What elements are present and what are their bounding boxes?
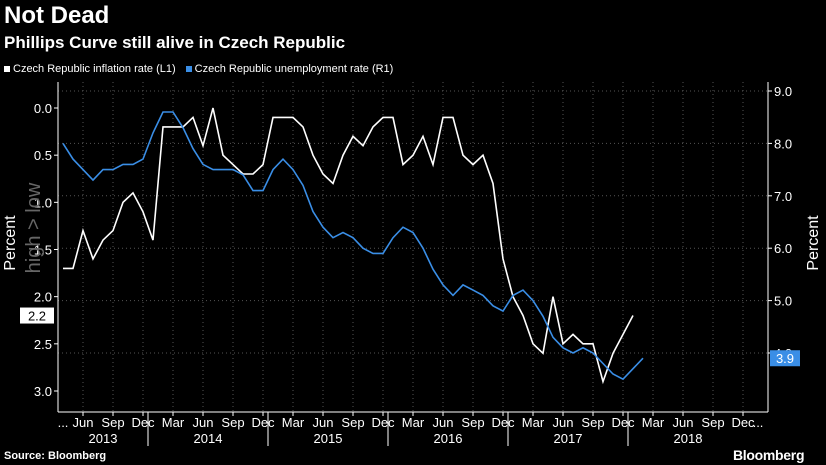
year-label: 2014	[194, 431, 223, 446]
left-axis-title: Percent	[2, 215, 19, 271]
legend: Czech Republic inflation rate (L1) Czech…	[4, 63, 393, 75]
x-tick-label: Jun	[673, 415, 694, 430]
inflation-last-value: 2.2	[28, 309, 46, 324]
left-tick-label: 3.0	[34, 384, 52, 399]
x-tick-label: Jun	[433, 415, 454, 430]
legend-swatch-inflation	[4, 66, 10, 72]
year-label: 2016	[434, 431, 463, 446]
inverted-axis-note: high > low	[23, 182, 45, 273]
inflation-line	[63, 107, 634, 385]
unemployment-last-value: 3.9	[776, 351, 794, 366]
right-tick-label: 8.0	[774, 136, 792, 151]
unemployment-last-value-bg	[770, 350, 800, 367]
x-tick-label: Mar	[642, 415, 665, 430]
x-tick-label: ...	[58, 415, 69, 430]
left-tick-label: 0.5	[34, 148, 52, 163]
source-note: Source: Bloomberg	[4, 450, 107, 462]
x-tick-label: Dec	[131, 415, 155, 430]
bloomberg-logo: Bloomberg	[733, 447, 805, 463]
legend-swatch-unemployment	[185, 66, 192, 72]
left-tick-label: 1.5	[34, 243, 52, 258]
x-tick-label: Sep	[701, 415, 724, 430]
chart-subtitle: Phillips Curve still alive in Czech Repu…	[4, 33, 346, 52]
x-tick-label: Mar	[282, 415, 305, 430]
x-tick-label: Jun	[553, 415, 574, 430]
x-tick-label: Dec	[611, 415, 635, 430]
year-label: 2018	[674, 431, 703, 446]
legend-label-inflation: Czech Republic inflation rate (L1)	[13, 63, 176, 75]
x-tick-label: Mar	[522, 415, 545, 430]
x-tick-label: Jun	[73, 415, 94, 430]
right-tick-label: 9.0	[774, 84, 792, 99]
unemployment-line	[62, 111, 644, 381]
x-tick-label: Dec	[731, 415, 755, 430]
inflation-last-value-bg	[20, 307, 54, 324]
legend-item-inflation: Czech Republic inflation rate (L1)	[4, 63, 176, 75]
right-tick-label: 6.0	[774, 241, 792, 256]
right-tick-label: 5.0	[774, 294, 792, 309]
year-label: 2013	[89, 431, 118, 446]
x-tick-label: Sep	[341, 415, 364, 430]
x-tick-label: Dec	[371, 415, 395, 430]
left-tick-label: 2.0	[34, 290, 52, 305]
right-tick-label: 7.0	[774, 189, 792, 204]
x-tick-label: Sep	[221, 415, 244, 430]
x-tick-label: Sep	[581, 415, 604, 430]
left-tick-label: 0.0	[34, 101, 52, 116]
x-tick-label: Dec	[491, 415, 515, 430]
year-label: 2015	[314, 431, 343, 446]
legend-item-unemployment: Czech Republic unemployment rate (R1)	[185, 63, 394, 75]
x-tick-label: Mar	[162, 415, 185, 430]
chart-title: Not Dead	[4, 2, 110, 29]
x-tick-label: ...	[753, 415, 764, 430]
year-label: 2017	[554, 431, 583, 446]
x-tick-label: Jun	[313, 415, 334, 430]
left-tick-label: 2.5	[34, 337, 52, 352]
x-tick-label: Mar	[402, 415, 425, 430]
x-tick-label: Jun	[193, 415, 214, 430]
right-axis-title: Percent	[805, 215, 822, 271]
legend-label-unemployment: Czech Republic unemployment rate (R1)	[194, 63, 394, 75]
left-tick-label: 1.0	[34, 195, 52, 210]
x-tick-label: Dec	[251, 415, 275, 430]
x-tick-label: Sep	[101, 415, 124, 430]
x-tick-label: Sep	[461, 415, 484, 430]
